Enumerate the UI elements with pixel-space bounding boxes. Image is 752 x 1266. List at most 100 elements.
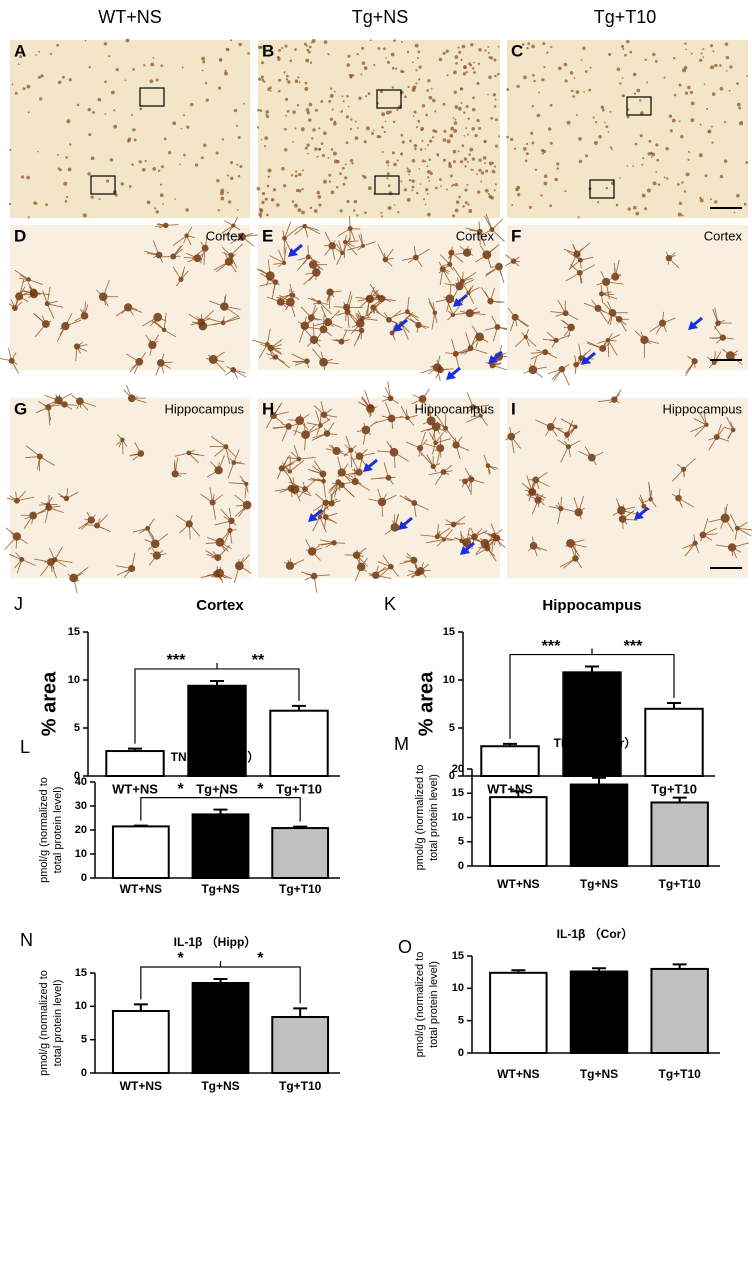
stain-dot [219,59,221,61]
stain-dot [89,66,91,68]
stain-dot [106,179,109,182]
stain-dot [478,169,481,172]
stain-dot [295,128,297,130]
stain-dot [469,64,472,67]
stain-dot [287,110,290,113]
bar [490,797,546,866]
stain-dot [462,205,465,208]
stain-dot [127,139,130,142]
y-tick-label: 15 [452,950,464,962]
stain-dot [582,47,585,50]
stain-dot [314,147,318,151]
stain-dot [381,215,383,217]
y-tick-label: 0 [81,872,87,884]
stain-dot [700,199,704,203]
stain-dot [673,57,675,59]
stain-dot [422,159,425,162]
stain-dot [535,169,537,171]
stain-dot [417,120,420,123]
stain-dot [488,195,492,199]
stain-dot [15,92,18,95]
stain-dot [476,82,479,85]
stain-dot [725,42,728,45]
y-axis-label: pmol/g (normalized to [414,952,426,1058]
stain-dot [607,131,609,133]
bar [563,672,620,776]
stain-dot [183,154,186,157]
stain-dot [724,159,727,162]
stain-dot [477,190,480,193]
stain-dot [56,44,59,47]
stain-dot [714,200,717,203]
stain-dot [328,100,331,103]
stain-dot [665,147,668,150]
stain-dot [292,141,294,143]
stain-dot [294,204,298,208]
stain-dot [261,76,264,79]
stain-dot [416,192,418,194]
bar [490,973,546,1053]
stain-dot [498,46,500,48]
stain-dot [474,134,477,137]
stain-dot [297,104,299,106]
panel-letter: K [384,594,396,614]
stain-dot [409,179,411,181]
stain-dot [510,138,513,141]
stain-dot [462,45,466,49]
stain-dot [710,198,712,200]
y-axis-label: total protein level) [428,961,440,1048]
stain-dot [617,68,621,72]
stain-dot [495,183,497,185]
stain-dot [271,198,275,202]
stain-dot [266,214,269,217]
stain-dot [506,88,509,91]
stain-dot [307,144,310,147]
stain-dot [460,87,463,90]
stain-dot [385,57,387,59]
stain-dot [425,148,427,150]
stain-dot [355,136,359,140]
bar [571,972,627,1053]
stain-dot [467,134,469,136]
stain-dot [635,143,638,146]
stain-dot [344,176,347,179]
stain-dot [21,175,24,178]
stain-dot [664,77,666,79]
stain-dot [421,129,423,131]
stain-dot [164,138,167,141]
stain-dot [736,82,739,85]
stain-dot [366,126,370,130]
stain-dot [281,167,285,171]
stain-dot [311,42,313,44]
stain-dot [478,48,481,51]
stain-dot [679,84,682,87]
stain-dot [153,57,155,59]
stain-dot [147,200,151,204]
stain-dot [346,115,349,118]
stain-dot [307,111,310,114]
stain-dot [669,114,672,117]
bar [272,1017,328,1073]
column-header: Tg+NS [352,7,409,27]
stain-dot [412,61,414,63]
stain-dot [495,99,497,101]
x-tick-label: Tg+NS [580,1067,618,1081]
stain-dot [711,141,713,143]
stain-dot [449,134,453,138]
stain-dot [473,71,476,74]
stain-dot [220,188,224,192]
stain-dot [394,204,396,206]
stain-dot [388,184,391,187]
stain-dot [611,148,613,150]
stain-dot [92,111,95,114]
stain-dot [527,42,530,45]
y-tick-label: 5 [81,1034,87,1046]
stain-dot [466,184,468,186]
stain-dot [306,108,310,112]
stain-dot [85,40,87,42]
stain-dot [455,105,459,109]
stain-dot [565,79,568,82]
stain-dot [318,127,320,129]
stain-dot [38,76,41,79]
stain-dot [427,213,431,217]
